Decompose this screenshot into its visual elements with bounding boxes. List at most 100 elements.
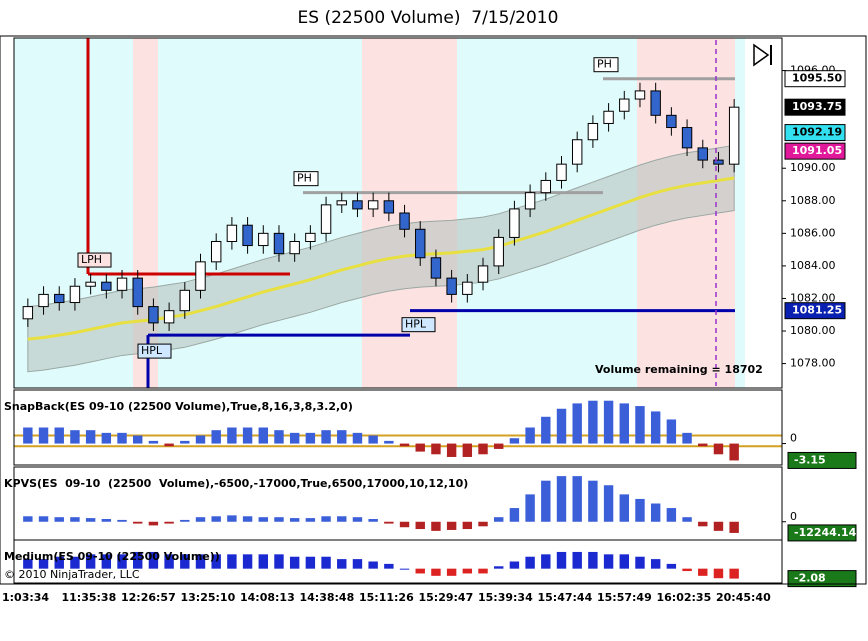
histogram-bar <box>242 427 253 444</box>
histogram-bar <box>509 508 520 522</box>
play-button[interactable] <box>753 43 772 67</box>
histogram-bar <box>541 554 551 569</box>
panel-value-label: -3.15 <box>794 453 826 466</box>
histogram-bar <box>133 435 143 444</box>
histogram-bar <box>666 563 677 569</box>
histogram-bar <box>415 443 425 452</box>
histogram-bar <box>698 568 708 576</box>
histogram-bar <box>415 568 425 574</box>
histogram-bar <box>289 556 300 569</box>
histogram-bar <box>133 521 143 524</box>
histogram-bar <box>446 568 457 576</box>
histogram-bar <box>635 406 645 444</box>
y-tick-label: 1090.00 <box>790 161 836 174</box>
histogram-bar <box>227 427 237 444</box>
histogram-bar <box>337 559 347 569</box>
histogram-bar <box>195 554 206 569</box>
histogram-bar <box>729 568 739 579</box>
candle-body <box>195 261 206 291</box>
histogram-bar <box>399 568 410 570</box>
candle-body <box>430 257 442 279</box>
histogram-bar <box>85 554 96 569</box>
histogram-bar <box>619 494 629 522</box>
x-tick-label: 13:25:10 <box>181 591 236 604</box>
y-tick-label: 1086.00 <box>790 226 836 239</box>
x-tick-label: 15:29:47 <box>419 591 474 604</box>
level-label: HPL <box>405 318 427 331</box>
candle-body <box>728 106 740 165</box>
panel-y-tick-label: 0 <box>790 510 797 523</box>
candle-body <box>383 200 395 214</box>
histogram-bar <box>101 554 112 569</box>
candle-body <box>85 281 96 287</box>
envelope-band <box>27 144 735 373</box>
histogram-bar <box>54 517 64 522</box>
histogram-bar <box>117 519 127 522</box>
histogram-bar <box>117 554 127 569</box>
histogram-bar <box>85 430 96 444</box>
histogram-bar <box>509 561 520 569</box>
candle-body <box>116 277 128 291</box>
histogram-bar <box>274 430 284 444</box>
histogram-bar <box>352 559 363 569</box>
x-tick-label: 15:47:44 <box>538 591 593 604</box>
histogram-bar <box>23 427 33 444</box>
panel-title: SnapBack(ES 09-10 (22500 Volume),True,8,… <box>4 400 353 413</box>
histogram-bar <box>588 551 598 569</box>
play-icon[interactable] <box>753 43 770 67</box>
histogram-bar <box>399 521 410 528</box>
histogram-bar <box>666 419 677 444</box>
candle-body <box>603 110 614 124</box>
histogram-bar <box>462 521 473 530</box>
price-frame <box>13 37 783 389</box>
candle-body <box>556 163 567 181</box>
x-tick-label: 12:26:57 <box>121 591 176 604</box>
histogram-bar <box>588 480 598 522</box>
level-label-box <box>293 171 319 187</box>
level-label: PH <box>297 172 312 185</box>
candle-body <box>587 122 599 141</box>
panel-y-tick-label: 0 <box>790 432 797 445</box>
frames <box>0 35 867 585</box>
candle-body <box>650 90 661 116</box>
histogram-bar <box>38 559 49 569</box>
panel-value-label: -12244.14 <box>794 526 857 539</box>
histogram-bar <box>572 551 582 569</box>
candle-body <box>399 212 410 230</box>
panel-title: KPVS(ES 09-10 (22500 Volume),-6500,-1700… <box>4 477 468 490</box>
panel-frame <box>13 539 783 584</box>
candle-body <box>666 114 677 129</box>
level-label: HPL <box>141 344 163 357</box>
histogram-bar <box>242 554 253 569</box>
panel-value-label: -2.08 <box>794 572 826 585</box>
level-label-box <box>593 57 619 73</box>
histogram-bar <box>525 494 535 522</box>
histogram-bar <box>70 517 80 522</box>
histogram-bar <box>164 521 174 524</box>
candle-body <box>509 208 520 238</box>
histogram-bar <box>619 403 629 444</box>
histogram-bar <box>337 516 347 522</box>
histogram-bar <box>352 432 363 444</box>
histogram-bar <box>525 427 535 444</box>
candle-body <box>697 147 708 161</box>
histogram-bar <box>148 440 159 444</box>
histogram-bar <box>478 521 488 527</box>
x-tick-label: 14:08:13 <box>240 591 295 604</box>
y-tick-label: 1078.00 <box>790 357 836 370</box>
candle-body <box>148 306 159 324</box>
candle-body <box>289 240 300 255</box>
candle-body <box>320 204 332 234</box>
candle-body <box>462 281 473 295</box>
histogram-bar <box>211 430 221 444</box>
candle-body <box>258 232 269 247</box>
histogram-bar <box>603 485 614 522</box>
price-marker <box>784 98 846 116</box>
histogram-bar <box>556 476 567 522</box>
panel-frame <box>13 389 783 466</box>
candle-body <box>524 192 536 210</box>
histogram-bar <box>494 566 504 569</box>
histogram-bar <box>274 554 284 569</box>
histogram-bar <box>305 518 316 522</box>
